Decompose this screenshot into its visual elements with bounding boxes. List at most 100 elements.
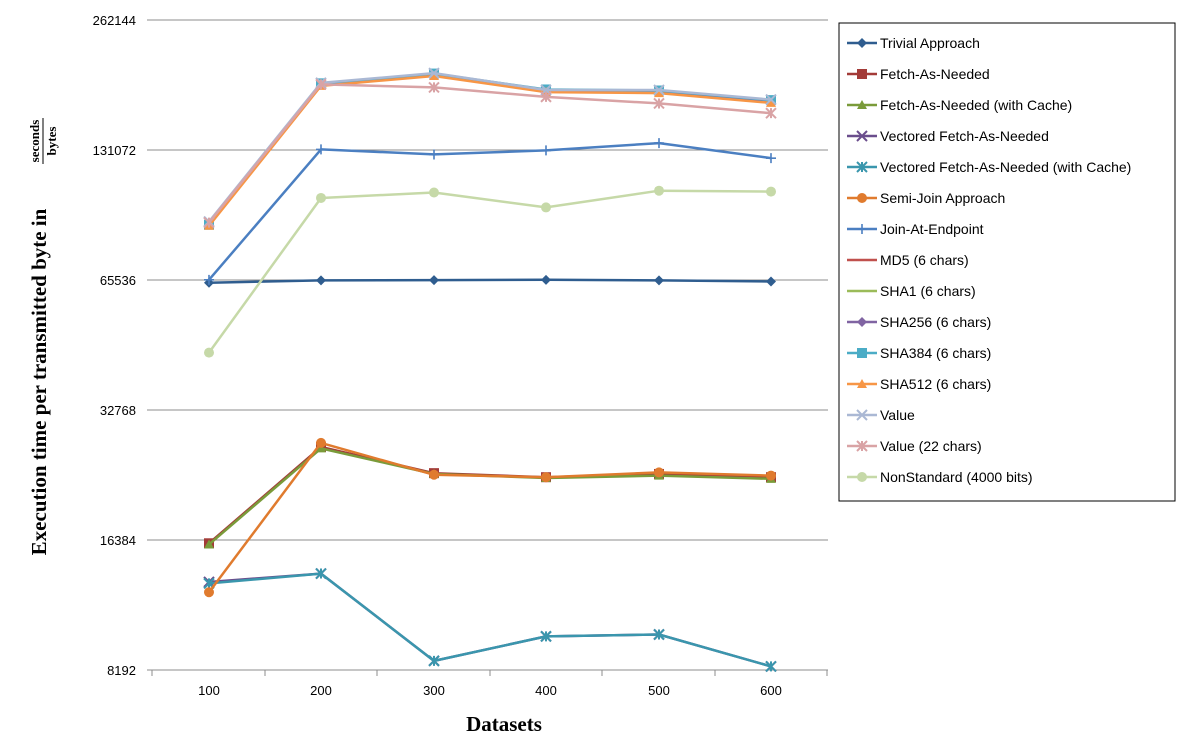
series-vectored-fetch-as-needed [203, 567, 777, 673]
y-tick-label: 8192 [107, 663, 136, 678]
legend-entry: Fetch-As-Needed [847, 66, 990, 82]
series-line [208, 141, 772, 281]
legend-label: Join-At-Endpoint [880, 221, 984, 237]
data-point-square [857, 348, 867, 358]
data-point-circle [857, 193, 867, 203]
x-tick-label: 200 [310, 683, 332, 698]
x-tick-label: 100 [198, 683, 220, 698]
data-point-asterisk [540, 630, 552, 643]
legend-label: Value (22 chars) [880, 438, 982, 454]
legend-entry: Value [847, 407, 915, 423]
legend-label: Value [880, 407, 915, 423]
legend-label: Fetch-As-Needed [880, 66, 990, 82]
y-tick-label: 131072 [93, 143, 136, 158]
data-point-asterisk [765, 660, 777, 673]
data-point-x [856, 409, 868, 421]
x-tick-label: 600 [760, 683, 782, 698]
data-point-circle [654, 467, 664, 478]
legend-entry: Fetch-As-Needed (with Cache) [847, 97, 1072, 113]
data-point-diamond [857, 317, 867, 327]
y-axis-title: Execution time per transmitted byte in s… [27, 118, 59, 555]
series-line [208, 74, 772, 227]
legend-label: MD5 (6 chars) [880, 252, 969, 268]
legend-entry: NonStandard (4000 bits) [847, 469, 1033, 485]
legend-entry: SHA512 (6 chars) [847, 376, 991, 392]
data-point-triangle [654, 88, 664, 98]
legend-entry: Vectored Fetch-As-Needed (with Cache) [847, 159, 1131, 175]
data-point-diamond [857, 38, 867, 48]
series-line [208, 572, 772, 668]
data-point-circle [541, 472, 551, 483]
data-point-diamond [654, 275, 664, 286]
data-point-circle [654, 185, 664, 196]
legend-label: NonStandard (4000 bits) [880, 469, 1033, 485]
y-tick-labels: 8192 16384 32768 65536 131072 262144 [93, 13, 136, 678]
data-point-triangle [204, 539, 214, 549]
data-point-plus [857, 224, 867, 234]
legend-label: SHA256 (6 chars) [880, 314, 991, 330]
legend-label: SHA512 (6 chars) [880, 376, 991, 392]
legend-entry: Semi-Join Approach [847, 190, 1005, 206]
data-point-plus [429, 149, 439, 160]
data-point-plus [541, 145, 551, 156]
grid-lines [147, 19, 828, 676]
legend-entry: Vectored Fetch-As-Needed [847, 128, 1049, 144]
data-point-asterisk [856, 440, 868, 452]
legend-entry: SHA384 (6 chars) [847, 345, 991, 361]
data-point-asterisk [315, 78, 327, 91]
x-tick-labels: 100 200 300 400 500 600 [198, 683, 782, 698]
data-point-circle [204, 587, 214, 598]
x-tick-label: 300 [423, 683, 445, 698]
legend-entry: Trivial Approach [847, 35, 980, 51]
series-join-at-endpoint [204, 138, 776, 285]
series-line [208, 445, 772, 545]
data-point-plus [766, 153, 776, 164]
data-point-asterisk [428, 655, 440, 667]
data-point-circle [429, 469, 439, 480]
y-axis-title-text: Execution time per transmitted byte in [27, 208, 51, 555]
data-point-asterisk [315, 567, 327, 580]
data-point-diamond [766, 276, 776, 287]
series-line [207, 441, 772, 594]
legend-label: SHA1 (6 chars) [880, 283, 976, 299]
series-line [208, 83, 772, 224]
series-line [208, 278, 772, 284]
data-point-circle [316, 437, 326, 448]
data-point-circle [316, 192, 326, 203]
y-tick-label: 65536 [100, 273, 136, 288]
legend-entry: SHA256 (6 chars) [847, 314, 991, 330]
data-point-circle [204, 347, 214, 358]
legend-label: Vectored Fetch-As-Needed [880, 128, 1049, 144]
data-point-triangle [857, 379, 867, 388]
series-value-22-chars [203, 78, 777, 229]
x-axis-title: Datasets [466, 712, 542, 736]
y-tick-label: 16384 [100, 533, 136, 548]
y-tick-label: 32768 [100, 403, 136, 418]
data-point-x [428, 67, 440, 79]
legend-box [838, 22, 1176, 502]
legend-label: Vectored Fetch-As-Needed (with Cache) [880, 159, 1131, 175]
data-point-triangle [429, 70, 439, 80]
data-point-x [765, 93, 777, 106]
data-point-x [856, 130, 868, 142]
data-point-square [857, 69, 867, 79]
data-point-triangle [857, 100, 867, 109]
data-point-circle [429, 187, 439, 198]
series-vectored-fetch-as-needed-with-cache [203, 567, 777, 673]
series-nonstandard-4000-bits [204, 185, 776, 358]
data-point-diamond [541, 274, 551, 285]
series-fetch-as-needed [204, 442, 776, 549]
legend-label: SHA384 (6 chars) [880, 345, 991, 361]
x-tick-label: 400 [535, 683, 557, 698]
data-point-circle [766, 470, 776, 481]
legend-entry: Value (22 chars) [847, 438, 982, 454]
data-point-circle [541, 202, 551, 213]
data-point-circle [766, 186, 776, 197]
legend-label: Fetch-As-Needed (with Cache) [880, 97, 1072, 113]
data-point-circle [857, 472, 867, 482]
legend-entry: MD5 (6 chars) [847, 252, 969, 268]
data-point-asterisk [856, 161, 868, 173]
y-tick-label: 262144 [93, 13, 136, 28]
legend-label: Semi-Join Approach [880, 190, 1005, 206]
